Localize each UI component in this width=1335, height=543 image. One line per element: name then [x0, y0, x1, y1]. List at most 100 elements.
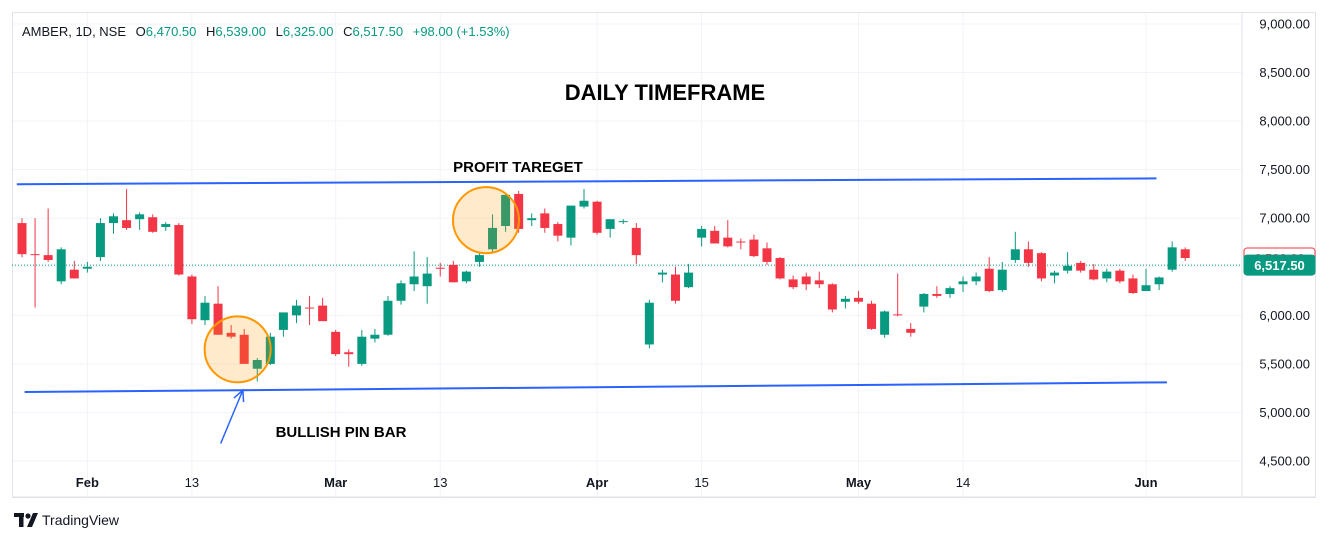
arrow-head-icon	[233, 388, 245, 403]
candle-body	[867, 303, 877, 329]
candle	[710, 225, 720, 244]
candle	[749, 234, 759, 258]
candle	[56, 247, 66, 285]
candle-body	[187, 276, 197, 320]
candle-body	[605, 219, 615, 229]
candle	[448, 260, 458, 283]
candle	[226, 325, 236, 339]
candle-body	[409, 276, 419, 285]
y-tick-label: 8,000.00	[1259, 114, 1310, 129]
candle	[461, 270, 471, 284]
candle-body	[82, 266, 92, 269]
candle	[919, 292, 929, 313]
x-tick-label: 15	[694, 475, 708, 490]
candle-body	[56, 249, 66, 282]
candle	[1180, 247, 1190, 261]
candle	[984, 257, 994, 293]
candle-body	[17, 223, 27, 255]
candle-body	[1167, 247, 1177, 270]
candle-body	[1089, 269, 1099, 280]
candle-body	[1115, 270, 1125, 282]
candle-body	[1023, 249, 1033, 263]
time-axis[interactable]: Feb 13 Mar 13 Apr 15 May 14 Jun	[76, 475, 1158, 490]
candle-body	[357, 336, 367, 364]
candle-body	[474, 255, 484, 262]
candle	[43, 208, 53, 262]
candle-body	[501, 194, 511, 226]
tradingview-brand[interactable]: TradingView	[14, 512, 119, 528]
candle-body	[684, 272, 694, 288]
y-tick-label: 4,500.00	[1259, 454, 1310, 469]
candle-body	[906, 328, 916, 333]
candle-body	[1050, 272, 1060, 276]
bullish-pin-bar-label: BULLISH PIN BAR	[276, 424, 407, 441]
candle	[1141, 268, 1151, 292]
candle	[213, 286, 223, 335]
close-value: 6,517.50	[352, 24, 404, 39]
price-label-text: 6,517.50	[1254, 258, 1305, 273]
candle	[108, 213, 118, 234]
candle-body	[827, 284, 837, 310]
candles	[17, 189, 1190, 382]
candle-body	[710, 230, 720, 244]
candle-body	[527, 218, 537, 221]
candle-body	[448, 264, 458, 283]
candle-body	[370, 334, 380, 339]
candle-body	[226, 332, 236, 337]
close-label: C	[343, 24, 353, 39]
drawings[interactable]	[16, 177, 1167, 444]
gridlines	[12, 12, 1242, 497]
candle	[736, 238, 746, 250]
price-axis[interactable]: 9,000.00 8,500.00 8,000.00 7,500.00 7,000.00…	[1259, 17, 1310, 469]
candle-body	[200, 302, 210, 321]
candle-body	[801, 276, 811, 285]
y-tick-label: 5,500.00	[1259, 356, 1310, 371]
candle-body	[893, 314, 903, 316]
candle	[697, 225, 707, 247]
candle-body	[853, 297, 863, 302]
candle	[252, 358, 262, 382]
candle	[1076, 260, 1086, 273]
high-value: 6,539.00	[215, 24, 267, 39]
candle	[540, 208, 550, 233]
candle-body	[1141, 285, 1151, 292]
target-highlight-circle	[451, 186, 520, 255]
symbol-label[interactable]: AMBER, 1D, NSE	[22, 24, 127, 39]
open-label: O	[135, 24, 146, 39]
candle	[631, 223, 641, 264]
candle-body	[383, 300, 393, 335]
y-tick-label: 6,000.00	[1259, 308, 1310, 323]
candle	[788, 275, 798, 290]
y-tick-label: 7,500.00	[1259, 162, 1310, 177]
candle	[30, 218, 40, 308]
candle-body	[291, 305, 301, 316]
low-label: L	[275, 24, 283, 39]
y-tick-label: 8,500.00	[1259, 65, 1310, 80]
candle-body	[997, 269, 1007, 291]
candle	[618, 219, 628, 225]
candle-body	[1154, 277, 1164, 285]
candle	[553, 222, 563, 242]
candle	[122, 189, 132, 230]
support-trendline	[24, 381, 1167, 394]
high-label: H	[206, 24, 216, 39]
candle	[1063, 252, 1073, 274]
candle	[318, 297, 328, 322]
candle	[906, 323, 916, 337]
candle	[997, 261, 1007, 293]
x-tick-label: Apr	[586, 475, 608, 490]
candle	[174, 223, 184, 276]
candle-body	[318, 305, 328, 322]
candle	[161, 222, 171, 231]
candle	[488, 214, 498, 253]
candle	[592, 200, 602, 235]
candle-body	[1128, 278, 1138, 293]
candle	[527, 213, 537, 226]
candle	[331, 329, 341, 357]
candle-body	[1102, 271, 1112, 279]
candle-body	[553, 224, 563, 236]
open-value: 6,470.50	[145, 24, 197, 39]
candle	[605, 219, 615, 238]
candle-body	[775, 258, 785, 279]
